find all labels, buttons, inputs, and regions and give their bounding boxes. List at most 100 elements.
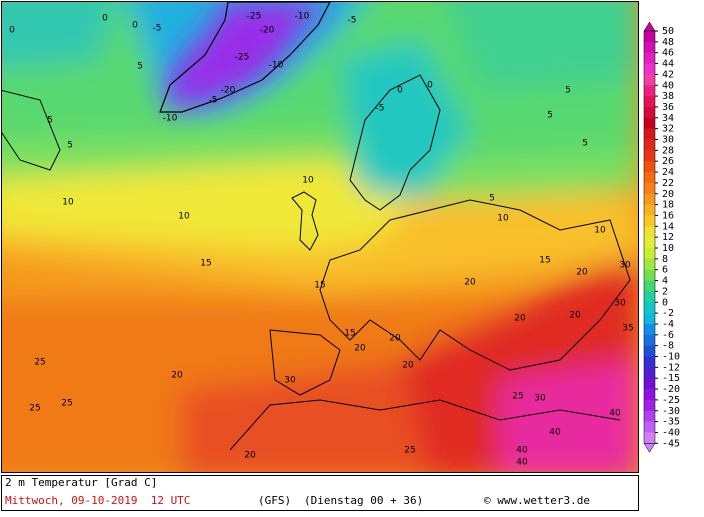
colorbar-segment bbox=[644, 269, 655, 281]
contour-label: 15 bbox=[539, 256, 550, 266]
footer-title: 2 m Temperatur [Grad C] bbox=[5, 476, 157, 489]
colorbar-segment bbox=[644, 367, 655, 379]
colorbar-segment bbox=[644, 85, 655, 97]
colorbar-segment bbox=[644, 117, 655, 129]
contour-label: 30 bbox=[614, 299, 626, 309]
contour-label: 10 bbox=[178, 212, 190, 222]
contour-label: 30 bbox=[619, 261, 631, 271]
colorbar-label: 6 bbox=[662, 265, 668, 276]
colorbar-cap bbox=[643, 21, 656, 32]
contour-label: 5 bbox=[137, 62, 143, 72]
contour-label: -5 bbox=[209, 96, 218, 106]
colorbar-label: 44 bbox=[662, 59, 674, 70]
colorbar-label: 50 bbox=[662, 26, 674, 37]
colorbar-label: 26 bbox=[662, 156, 674, 167]
colorbar-segment bbox=[644, 193, 655, 205]
colorbar-label: 18 bbox=[662, 200, 674, 211]
contour-label: 0 bbox=[132, 21, 138, 31]
colorbar-segment bbox=[644, 323, 655, 336]
colorbar-label: 20 bbox=[662, 189, 674, 200]
colorbar-segment bbox=[644, 237, 655, 249]
footer-run: (Dienstag 00 + 36) bbox=[304, 494, 423, 507]
contour-label: 25 bbox=[34, 358, 45, 368]
colorbar-segment bbox=[644, 378, 655, 390]
contour-label: 25 bbox=[29, 404, 40, 414]
colorbar-segment bbox=[644, 172, 655, 184]
colorbar-label: -35 bbox=[662, 417, 680, 428]
colorbar-label: -45 bbox=[662, 438, 680, 449]
contour-label: -25 bbox=[235, 53, 250, 63]
colorbar-segment bbox=[644, 389, 655, 401]
colorbar-segment bbox=[644, 63, 655, 75]
colorbar-label: 30 bbox=[662, 135, 674, 146]
contour-label: 0 bbox=[397, 86, 403, 96]
footer-date: Mittwoch, 09-10-2019 12 UTC bbox=[5, 494, 190, 507]
colorbar-segment bbox=[644, 128, 655, 140]
colorbar-label: 32 bbox=[662, 124, 674, 135]
colorbar-label: 42 bbox=[662, 69, 674, 80]
colorbar-label: 36 bbox=[662, 102, 674, 113]
contour-label: 10 bbox=[302, 176, 314, 186]
colorbar-label: 38 bbox=[662, 91, 674, 102]
contour-label: 15 bbox=[344, 329, 355, 339]
colorbar-label: 2 bbox=[662, 286, 668, 297]
contour-label: 5 bbox=[489, 194, 495, 204]
contour-label: 10 bbox=[594, 226, 606, 236]
contour-label: 5 bbox=[582, 139, 588, 149]
contour-label: 0 bbox=[9, 26, 15, 36]
contour-label: 20 bbox=[402, 361, 414, 371]
contour-label: 25 bbox=[404, 446, 415, 456]
colorbar-label: -25 bbox=[662, 395, 680, 406]
contour-label: -5 bbox=[153, 24, 162, 34]
colorbar-label: 14 bbox=[662, 221, 674, 232]
contour-label: 20 bbox=[576, 268, 588, 278]
colorbar-label: 40 bbox=[662, 80, 674, 91]
contour-label: 0 bbox=[102, 14, 108, 24]
contour-label: 5 bbox=[565, 86, 571, 96]
colorbar-label: -30 bbox=[662, 406, 680, 417]
contour-label: 40 bbox=[516, 458, 528, 468]
contour-label: -25 bbox=[247, 12, 262, 22]
colorbar-segment bbox=[644, 258, 655, 270]
footer-frame bbox=[1, 475, 639, 511]
contour-label: 10 bbox=[62, 198, 74, 208]
colorbar-label: 28 bbox=[662, 145, 674, 156]
contour-label: -10 bbox=[163, 114, 178, 124]
contour-label: 0 bbox=[427, 81, 433, 91]
contour-label: 20 bbox=[389, 334, 401, 344]
contour-label: 5 bbox=[67, 141, 73, 151]
colorbar-segment bbox=[644, 215, 655, 227]
colorbar-label: 8 bbox=[662, 254, 668, 265]
colorbar-label: 4 bbox=[662, 276, 668, 287]
footer-model: (GFS) bbox=[258, 494, 291, 507]
contour-label: 30 bbox=[284, 376, 296, 386]
contour-label: -10 bbox=[295, 12, 310, 22]
colorbar-label: -6 bbox=[662, 330, 674, 341]
contour-label: -10 bbox=[269, 61, 284, 71]
colorbar-segment bbox=[644, 345, 655, 357]
colorbar-segment bbox=[644, 52, 655, 64]
colorbar-label: -20 bbox=[662, 384, 680, 395]
colorbar-segment bbox=[644, 150, 655, 162]
contour-label: 25 bbox=[512, 392, 523, 402]
contour-label: 20 bbox=[569, 311, 581, 321]
map-frame bbox=[1, 1, 639, 473]
colorbar: 5048464442403836343230282624222018161412… bbox=[643, 21, 680, 453]
colorbar-segment bbox=[644, 31, 655, 43]
colorbar-segment bbox=[644, 41, 655, 53]
colorbar-label: -15 bbox=[662, 373, 680, 384]
contour-label: -20 bbox=[260, 26, 275, 36]
contour-label: -5 bbox=[376, 104, 385, 114]
colorbar-label: 34 bbox=[662, 113, 674, 124]
contour-label: -5 bbox=[348, 16, 357, 26]
colorbar-segment bbox=[644, 421, 655, 433]
colorbar-label: 48 bbox=[662, 37, 674, 48]
colorbar-segment bbox=[644, 313, 655, 325]
contour-label: 10 bbox=[497, 214, 509, 224]
colorbar-label: 12 bbox=[662, 232, 674, 243]
contour-label: 15 bbox=[200, 259, 211, 269]
colorbar-segment bbox=[644, 74, 655, 86]
contour-label: 40 bbox=[549, 428, 561, 438]
